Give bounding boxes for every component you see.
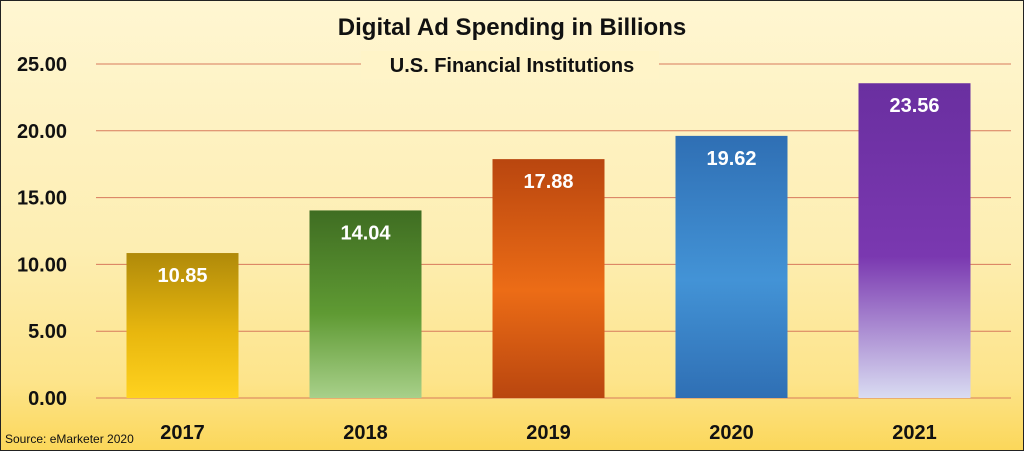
- y-tick-label: 15.00: [17, 188, 67, 210]
- source-note: Source: eMarketer 2020: [5, 432, 134, 446]
- bars: [126, 83, 971, 398]
- data-label-2017: 10.85: [157, 265, 207, 287]
- chart-title: Digital Ad Spending in Billions: [338, 14, 686, 41]
- bar-2021: [858, 83, 971, 398]
- subtitle-background: [361, 51, 659, 79]
- data-label-2021: 23.56: [889, 95, 939, 117]
- bar-2018: [309, 210, 422, 398]
- chart-subtitle: U.S. Financial Institutions: [390, 55, 634, 77]
- x-tick-label-2017: 2017: [160, 422, 205, 444]
- labels: 0.00 5.00 10.00 15.00 20.00 25.00 10.85 2017 14.…: [17, 54, 940, 444]
- bar-2017: [126, 253, 239, 398]
- y-tick-label: 5.00: [28, 321, 67, 343]
- bar-2019: [492, 159, 605, 398]
- y-tick-label: 20.00: [17, 121, 67, 143]
- data-label-2019: 17.88: [523, 171, 573, 193]
- data-label-2018: 14.04: [340, 222, 391, 244]
- y-tick-label: 0.00: [28, 388, 67, 410]
- bar-2020: [675, 135, 788, 398]
- y-tick-label: 25.00: [17, 54, 67, 76]
- x-tick-label-2021: 2021: [892, 422, 937, 444]
- x-tick-label-2020: 2020: [709, 422, 754, 444]
- data-label-2020: 19.62: [706, 148, 756, 170]
- y-tick-label: 10.00: [17, 254, 67, 276]
- x-tick-label-2018: 2018: [343, 422, 388, 444]
- x-tick-label-2019: 2019: [526, 422, 571, 444]
